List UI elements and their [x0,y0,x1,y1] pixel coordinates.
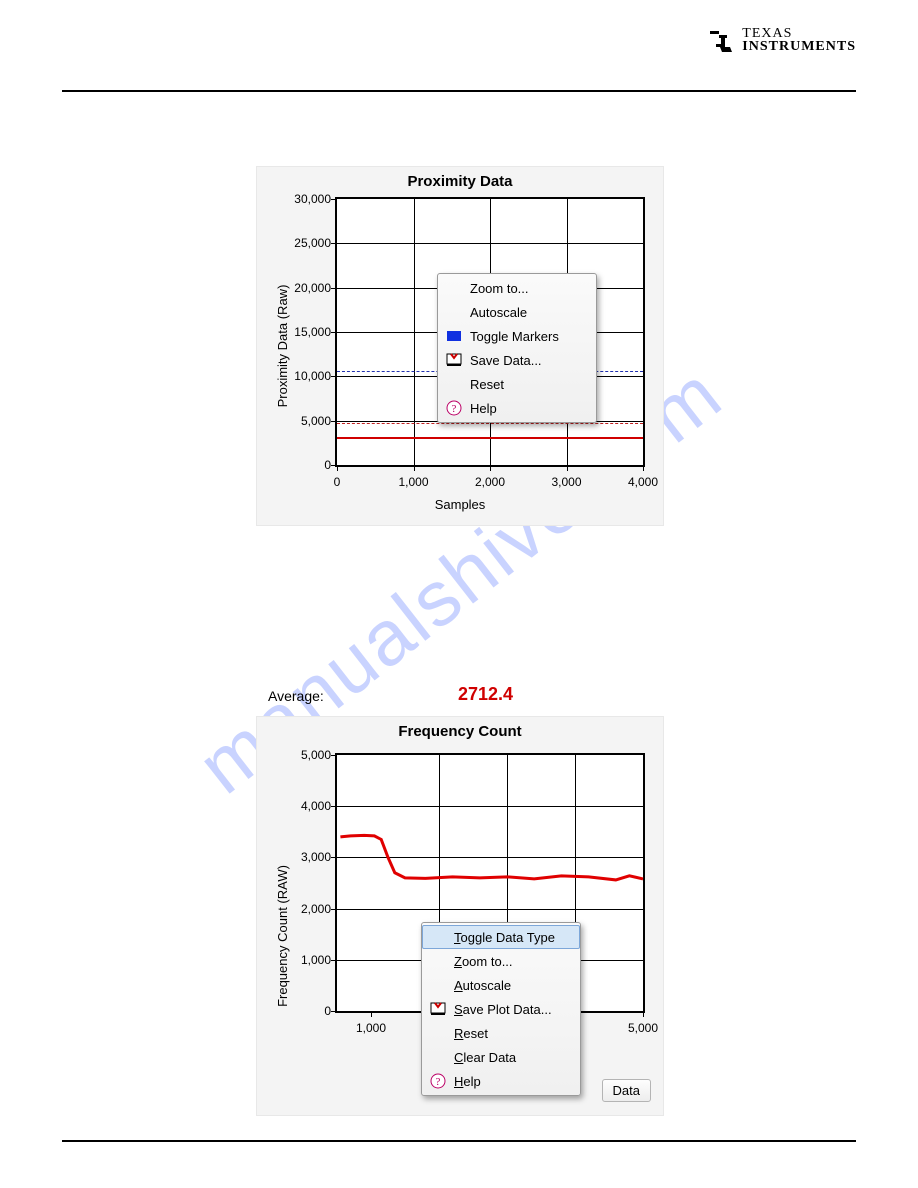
menu-item-label: Toggle Markers [470,329,559,344]
menu-item-label: Zoom to... [470,281,529,296]
save-icon [428,1000,448,1018]
help-icon: ? [444,399,464,417]
menu-item[interactable]: Save Plot Data... [422,997,580,1021]
menu-item-label: Help [454,1074,481,1089]
ti-logo: TEXAS INSTRUMENTS [708,25,856,55]
menu-item-label: Save Plot Data... [454,1002,552,1017]
menu-item-label: Toggle Data Type [454,930,555,945]
y-tick-label: 5,000 [281,414,331,428]
chart1-y-label: Proximity Data (Raw) [275,285,290,408]
average-value: 2712.4 [458,684,513,705]
x-tick-label: 5,000 [628,1021,658,1035]
menu-item-label: Clear Data [454,1050,516,1065]
y-tick-label: 1,000 [281,953,331,967]
menu-item-label: Save Data... [470,353,542,368]
menu-item[interactable]: Clear Data [422,1045,580,1069]
blank-icon [444,279,464,297]
menu-item[interactable]: Save Data... [438,348,596,372]
chart2-context-menu[interactable]: Toggle Data Type Zoom to... Autoscale Save … [421,922,581,1096]
logo-text-2: INSTRUMENTS [742,40,856,53]
x-tick-label: 3,000 [551,475,581,489]
save-icon [444,351,464,369]
blank-icon [428,1048,448,1066]
svg-text:?: ? [452,403,457,415]
x-tick-label: 1,000 [356,1021,386,1035]
y-tick-label: 15,000 [281,325,331,339]
y-tick-label: 5,000 [281,748,331,762]
blue-square-icon [444,327,464,345]
menu-item-label: Help [470,401,497,416]
y-tick-label: 3,000 [281,850,331,864]
menu-item[interactable]: Autoscale [422,973,580,997]
x-tick-label: 1,000 [398,475,428,489]
y-tick-label: 30,000 [281,192,331,206]
blank-icon [428,1024,448,1042]
menu-item[interactable]: ? Help [438,396,596,420]
menu-item-label: Reset [470,377,504,392]
help-icon: ? [428,1072,448,1090]
blank-icon [428,976,448,994]
y-tick-label: 0 [281,458,331,472]
y-tick-label: 2,000 [281,902,331,916]
y-tick-label: 25,000 [281,236,331,250]
chart1-title: Proximity Data [257,173,663,190]
chart1-series [337,437,643,439]
menu-item[interactable]: Autoscale [438,300,596,324]
blank-icon [444,303,464,321]
menu-item[interactable]: Reset [422,1021,580,1045]
menu-item[interactable]: Reset [438,372,596,396]
y-tick-label: 10,000 [281,369,331,383]
svg-text:?: ? [436,1076,441,1088]
menu-item[interactable]: ? Help [422,1069,580,1093]
menu-item-label: Autoscale [470,305,527,320]
chart2-title: Frequency Count [257,723,663,740]
chart1-threshold [337,423,643,424]
logo-text-1: TEXAS [742,27,856,40]
chart1-x-label: Samples [435,497,486,512]
x-tick-label: 4,000 [628,475,658,489]
chart2-y-label: Frequency Count (RAW) [275,865,290,1007]
bottom-rule [62,1140,856,1142]
menu-item[interactable]: Toggle Markers [438,324,596,348]
blank-icon [428,928,448,946]
menu-item[interactable]: Toggle Data Type [422,925,580,949]
frequency-chart-panel: Frequency Count Frequency Count (RAW) 0 1… [256,716,664,1116]
menu-item[interactable]: Zoom to... [422,949,580,973]
x-tick-label: 0 [334,475,341,489]
top-rule [62,90,856,92]
menu-item-label: Autoscale [454,978,511,993]
chart1-context-menu[interactable]: Zoom to... Autoscale Toggle Markers Save Da… [437,273,597,423]
menu-item[interactable]: Zoom to... [438,276,596,300]
menu-item-label: Reset [454,1026,488,1041]
blank-icon [444,375,464,393]
menu-item-label: Zoom to... [454,954,513,969]
average-label: Average: [268,688,324,704]
y-tick-label: 20,000 [281,281,331,295]
blank-icon [428,952,448,970]
x-tick-label: 2,000 [475,475,505,489]
y-tick-label: 4,000 [281,799,331,813]
proximity-chart-panel: Proximity Data Proximity Data (Raw) 0 5,0… [256,166,664,526]
ti-logo-icon [708,25,738,55]
y-tick-label: 0 [281,1004,331,1018]
data-button[interactable]: Data [602,1079,651,1102]
